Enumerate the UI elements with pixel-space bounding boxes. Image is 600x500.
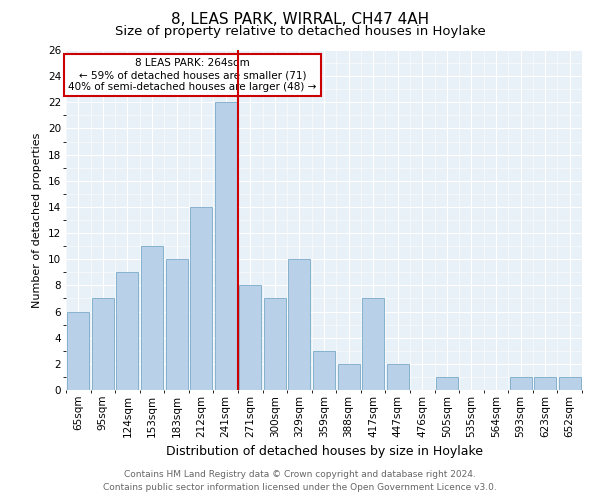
Bar [67,312,89,390]
Y-axis label: Number of detached properties: Number of detached properties [32,132,43,308]
Bar [264,298,286,390]
Bar [141,246,163,390]
Bar [509,377,532,390]
Text: Size of property relative to detached houses in Hoylake: Size of property relative to detached ho… [115,25,485,38]
Text: Contains HM Land Registry data © Crown copyright and database right 2024.
Contai: Contains HM Land Registry data © Crown c… [103,470,497,492]
Bar [436,377,458,390]
Bar [386,364,409,390]
Text: 8 LEAS PARK: 264sqm
← 59% of detached houses are smaller (71)
40% of semi-detach: 8 LEAS PARK: 264sqm ← 59% of detached ho… [68,58,317,92]
Bar [289,259,310,390]
Bar [559,377,581,390]
Bar [338,364,359,390]
Bar [534,377,556,390]
Bar [92,298,114,390]
Bar [190,207,212,390]
Bar [116,272,139,390]
Bar [239,286,262,390]
Bar [362,298,384,390]
Bar [166,259,188,390]
Text: 8, LEAS PARK, WIRRAL, CH47 4AH: 8, LEAS PARK, WIRRAL, CH47 4AH [171,12,429,28]
X-axis label: Distribution of detached houses by size in Hoylake: Distribution of detached houses by size … [166,446,482,458]
Bar [215,102,237,390]
Bar [313,351,335,390]
